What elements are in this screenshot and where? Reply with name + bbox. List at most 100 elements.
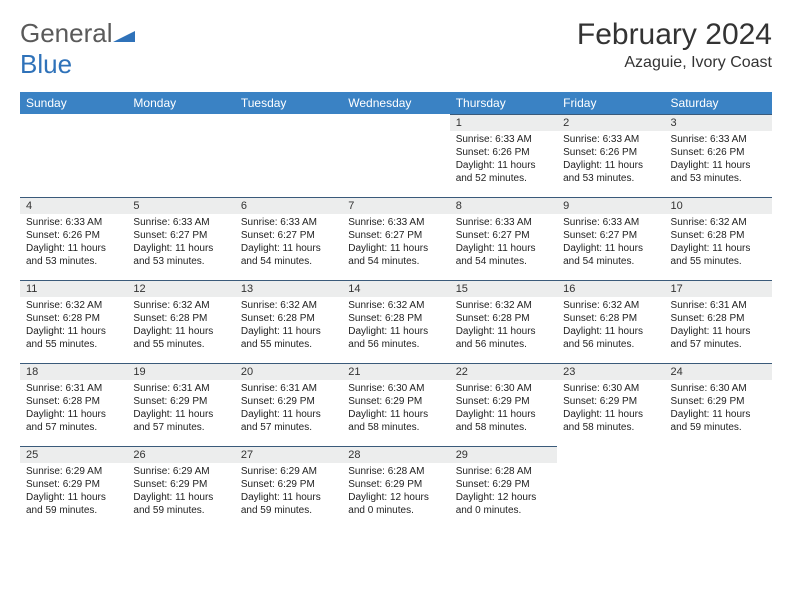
calendar-cell: 12Sunrise: 6:32 AMSunset: 6:28 PMDayligh… <box>127 280 234 363</box>
calendar-table: Sunday Monday Tuesday Wednesday Thursday… <box>20 92 772 529</box>
calendar-cell: 9Sunrise: 6:33 AMSunset: 6:27 PMDaylight… <box>557 197 664 280</box>
calendar-cell <box>665 446 772 529</box>
daylight-text: Daylight: 11 hours and 55 minutes. <box>241 325 336 351</box>
day-body: Sunrise: 6:30 AMSunset: 6:29 PMDaylight:… <box>557 380 664 438</box>
calendar-row: 4Sunrise: 6:33 AMSunset: 6:26 PMDaylight… <box>20 197 772 280</box>
sunset-text: Sunset: 6:29 PM <box>563 395 658 408</box>
day-body: Sunrise: 6:33 AMSunset: 6:27 PMDaylight:… <box>342 214 449 272</box>
day-number: 28 <box>342 446 449 463</box>
day-number: 2 <box>557 114 664 131</box>
day-header-row: Sunday Monday Tuesday Wednesday Thursday… <box>20 92 772 114</box>
daylight-text: Daylight: 11 hours and 56 minutes. <box>563 325 658 351</box>
daylight-text: Daylight: 11 hours and 53 minutes. <box>26 242 121 268</box>
sunrise-text: Sunrise: 6:33 AM <box>456 133 551 146</box>
calendar-cell: 2Sunrise: 6:33 AMSunset: 6:26 PMDaylight… <box>557 114 664 197</box>
location: Azaguie, Ivory Coast <box>577 54 772 72</box>
calendar-cell: 18Sunrise: 6:31 AMSunset: 6:28 PMDayligh… <box>20 363 127 446</box>
calendar-cell: 24Sunrise: 6:30 AMSunset: 6:29 PMDayligh… <box>665 363 772 446</box>
daylight-text: Daylight: 12 hours and 0 minutes. <box>456 491 551 517</box>
sunrise-text: Sunrise: 6:32 AM <box>133 299 228 312</box>
day-body: Sunrise: 6:31 AMSunset: 6:28 PMDaylight:… <box>20 380 127 438</box>
daylight-text: Daylight: 11 hours and 56 minutes. <box>348 325 443 351</box>
calendar-cell: 29Sunrise: 6:28 AMSunset: 6:29 PMDayligh… <box>450 446 557 529</box>
sunrise-text: Sunrise: 6:30 AM <box>348 382 443 395</box>
calendar-cell: 5Sunrise: 6:33 AMSunset: 6:27 PMDaylight… <box>127 197 234 280</box>
day-number: 7 <box>342 197 449 214</box>
day-number: 24 <box>665 363 772 380</box>
daylight-text: Daylight: 11 hours and 57 minutes. <box>133 408 228 434</box>
day-number <box>127 114 234 118</box>
day-number: 5 <box>127 197 234 214</box>
day-body: Sunrise: 6:32 AMSunset: 6:28 PMDaylight:… <box>665 214 772 272</box>
sunrise-text: Sunrise: 6:33 AM <box>348 216 443 229</box>
day-header: Friday <box>557 92 664 114</box>
sunset-text: Sunset: 6:29 PM <box>671 395 766 408</box>
sunrise-text: Sunrise: 6:32 AM <box>241 299 336 312</box>
day-body: Sunrise: 6:33 AMSunset: 6:27 PMDaylight:… <box>127 214 234 272</box>
day-body: Sunrise: 6:33 AMSunset: 6:27 PMDaylight:… <box>235 214 342 272</box>
day-body: Sunrise: 6:33 AMSunset: 6:27 PMDaylight:… <box>557 214 664 272</box>
calendar-cell: 8Sunrise: 6:33 AMSunset: 6:27 PMDaylight… <box>450 197 557 280</box>
day-body: Sunrise: 6:29 AMSunset: 6:29 PMDaylight:… <box>235 463 342 521</box>
day-body: Sunrise: 6:32 AMSunset: 6:28 PMDaylight:… <box>235 297 342 355</box>
sunset-text: Sunset: 6:29 PM <box>456 395 551 408</box>
day-number: 14 <box>342 280 449 297</box>
logo-text-blue: Blue <box>20 49 72 79</box>
sunrise-text: Sunrise: 6:31 AM <box>26 382 121 395</box>
day-body: Sunrise: 6:30 AMSunset: 6:29 PMDaylight:… <box>342 380 449 438</box>
calendar-cell: 15Sunrise: 6:32 AMSunset: 6:28 PMDayligh… <box>450 280 557 363</box>
calendar-row: 11Sunrise: 6:32 AMSunset: 6:28 PMDayligh… <box>20 280 772 363</box>
calendar-cell: 1Sunrise: 6:33 AMSunset: 6:26 PMDaylight… <box>450 114 557 197</box>
day-number: 19 <box>127 363 234 380</box>
day-number: 26 <box>127 446 234 463</box>
daylight-text: Daylight: 11 hours and 58 minutes. <box>563 408 658 434</box>
sunset-text: Sunset: 6:29 PM <box>348 478 443 491</box>
sunset-text: Sunset: 6:28 PM <box>671 312 766 325</box>
calendar-cell: 7Sunrise: 6:33 AMSunset: 6:27 PMDaylight… <box>342 197 449 280</box>
calendar-cell: 23Sunrise: 6:30 AMSunset: 6:29 PMDayligh… <box>557 363 664 446</box>
daylight-text: Daylight: 11 hours and 54 minutes. <box>241 242 336 268</box>
calendar-cell: 10Sunrise: 6:32 AMSunset: 6:28 PMDayligh… <box>665 197 772 280</box>
daylight-text: Daylight: 11 hours and 56 minutes. <box>456 325 551 351</box>
sunset-text: Sunset: 6:27 PM <box>348 229 443 242</box>
sunset-text: Sunset: 6:28 PM <box>26 395 121 408</box>
sunset-text: Sunset: 6:29 PM <box>133 478 228 491</box>
sunrise-text: Sunrise: 6:33 AM <box>563 216 658 229</box>
sunrise-text: Sunrise: 6:32 AM <box>563 299 658 312</box>
daylight-text: Daylight: 11 hours and 59 minutes. <box>671 408 766 434</box>
daylight-text: Daylight: 11 hours and 59 minutes. <box>26 491 121 517</box>
sunset-text: Sunset: 6:29 PM <box>133 395 228 408</box>
title-block: February 2024 Azaguie, Ivory Coast <box>577 18 772 72</box>
sunset-text: Sunset: 6:26 PM <box>456 146 551 159</box>
sunrise-text: Sunrise: 6:33 AM <box>241 216 336 229</box>
sunset-text: Sunset: 6:26 PM <box>563 146 658 159</box>
sunset-text: Sunset: 6:26 PM <box>26 229 121 242</box>
day-body: Sunrise: 6:30 AMSunset: 6:29 PMDaylight:… <box>450 380 557 438</box>
sunset-text: Sunset: 6:29 PM <box>26 478 121 491</box>
calendar-cell: 3Sunrise: 6:33 AMSunset: 6:26 PMDaylight… <box>665 114 772 197</box>
calendar-cell: 14Sunrise: 6:32 AMSunset: 6:28 PMDayligh… <box>342 280 449 363</box>
sunset-text: Sunset: 6:28 PM <box>348 312 443 325</box>
sunset-text: Sunset: 6:29 PM <box>456 478 551 491</box>
sunset-text: Sunset: 6:27 PM <box>563 229 658 242</box>
sunset-text: Sunset: 6:29 PM <box>241 395 336 408</box>
sunrise-text: Sunrise: 6:33 AM <box>671 133 766 146</box>
day-body: Sunrise: 6:32 AMSunset: 6:28 PMDaylight:… <box>127 297 234 355</box>
day-header: Tuesday <box>235 92 342 114</box>
daylight-text: Daylight: 11 hours and 58 minutes. <box>348 408 443 434</box>
logo-text-general: General <box>20 18 113 48</box>
day-number <box>342 114 449 118</box>
sunrise-text: Sunrise: 6:28 AM <box>456 465 551 478</box>
sunrise-text: Sunrise: 6:33 AM <box>26 216 121 229</box>
day-number <box>20 114 127 118</box>
calendar-cell: 17Sunrise: 6:31 AMSunset: 6:28 PMDayligh… <box>665 280 772 363</box>
daylight-text: Daylight: 11 hours and 52 minutes. <box>456 159 551 185</box>
calendar-cell: 4Sunrise: 6:33 AMSunset: 6:26 PMDaylight… <box>20 197 127 280</box>
day-number: 15 <box>450 280 557 297</box>
day-body: Sunrise: 6:28 AMSunset: 6:29 PMDaylight:… <box>450 463 557 521</box>
sunrise-text: Sunrise: 6:29 AM <box>133 465 228 478</box>
day-body: Sunrise: 6:29 AMSunset: 6:29 PMDaylight:… <box>20 463 127 521</box>
sunrise-text: Sunrise: 6:32 AM <box>456 299 551 312</box>
day-body: Sunrise: 6:33 AMSunset: 6:26 PMDaylight:… <box>20 214 127 272</box>
calendar-cell: 16Sunrise: 6:32 AMSunset: 6:28 PMDayligh… <box>557 280 664 363</box>
